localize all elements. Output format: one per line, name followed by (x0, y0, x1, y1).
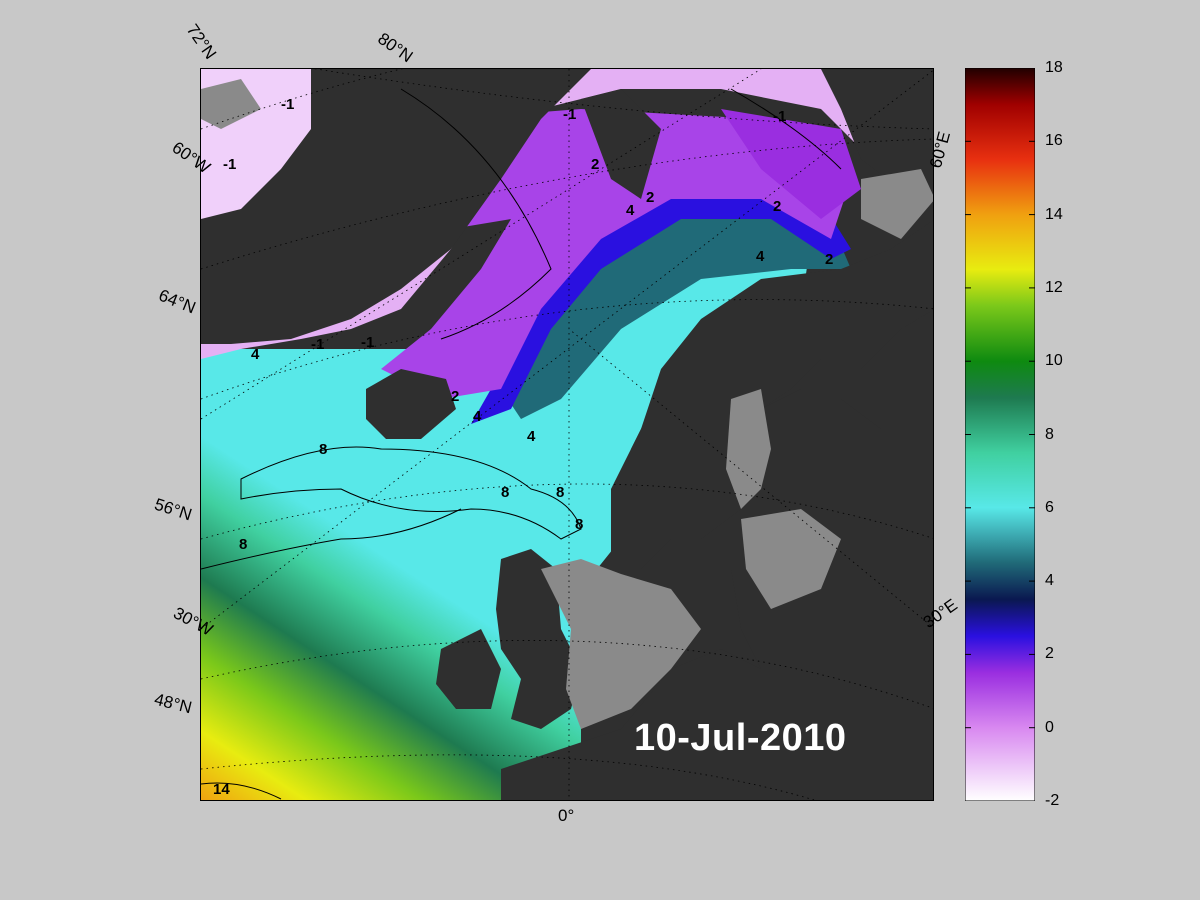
sst-map: -1 -1 -1 -1 -1 -1 2 2 2 2 2 4 4 4 4 4 8 … (200, 68, 934, 801)
contour-label: -1 (361, 334, 374, 351)
colorbar-tick-label: 10 (1045, 352, 1063, 370)
colorbar-tick-label: 12 (1045, 278, 1063, 296)
contour-label: 8 (556, 484, 564, 501)
contour-label: 4 (756, 248, 765, 265)
edge-label-lat72: 72°N (182, 20, 221, 63)
colorbar-tick-label: 4 (1045, 572, 1054, 590)
land-ireland (436, 629, 501, 709)
graticule (201, 69, 933, 800)
contour-label: 8 (319, 441, 327, 458)
mask-north-sea (541, 559, 701, 729)
ocean-teal (501, 179, 851, 419)
colorbar-tick-label: 2 (1045, 645, 1054, 663)
contour-label: 2 (773, 198, 781, 215)
edge-label-lat56: 56°N (152, 494, 195, 525)
colorbar-svg (964, 67, 1036, 802)
mask-baffin (201, 79, 261, 129)
contour-label: 2 (825, 251, 833, 268)
colorbar-tick-label: 16 (1045, 132, 1063, 150)
edge-label-lat48: 48°N (152, 689, 194, 718)
contour-label: 8 (575, 516, 583, 533)
contour-label: 2 (646, 189, 654, 206)
contour-label-group: -1 -1 -1 -1 -1 -1 2 2 2 2 2 4 4 4 4 4 8 … (213, 96, 833, 798)
date-label: 10-Jul-2010 (634, 717, 847, 759)
contour-label: 2 (451, 388, 459, 405)
land-scandinavia (611, 220, 933, 569)
land-greenland (201, 69, 591, 344)
colorbar-tick-label: -2 (1045, 792, 1060, 809)
contour-label: 2 (591, 156, 599, 173)
land-svalbard (581, 89, 661, 199)
colorbar-tick-label: 0 (1045, 718, 1054, 736)
land-britain (496, 549, 581, 729)
contour-label: -1 (281, 96, 294, 113)
land-continent (501, 649, 761, 800)
edge-label-lat64: 64°N (156, 285, 199, 318)
contour-label: -1 (311, 336, 324, 353)
mask-white-sea (861, 169, 933, 239)
mask-baltic (741, 509, 841, 609)
contour-label: 8 (501, 484, 509, 501)
contour-label: 14 (213, 781, 230, 798)
contour-label: -1 (773, 108, 786, 125)
contour-label: -1 (563, 106, 576, 123)
colorbar (964, 67, 1036, 802)
ocean-violet-east (721, 109, 861, 219)
map-svg: -1 -1 -1 -1 -1 -1 2 2 2 2 2 4 4 4 4 4 8 … (201, 69, 933, 800)
mask-gulf-bothnia (726, 389, 771, 509)
land-east-europe (731, 389, 933, 800)
colorbar-tick-label: 6 (1045, 498, 1054, 516)
contour-label: 4 (251, 346, 260, 363)
edge-label-lat80: 80°N (374, 28, 417, 67)
contour-label: 8 (239, 536, 247, 553)
colorbar-fill (964, 67, 1036, 802)
contour-label: 4 (626, 202, 635, 219)
colorbar-tick-label: 18 (1045, 59, 1063, 76)
edge-label-lon0: 0° (558, 806, 575, 825)
contour-label: 4 (527, 428, 536, 445)
contour-label: 4 (473, 408, 482, 425)
isotherms (201, 88, 842, 800)
colorbar-tick-label: 8 (1045, 425, 1054, 443)
contour-label: -1 (223, 156, 236, 173)
colorbar-tick-label: 14 (1045, 205, 1063, 223)
land-iceland (366, 369, 456, 439)
